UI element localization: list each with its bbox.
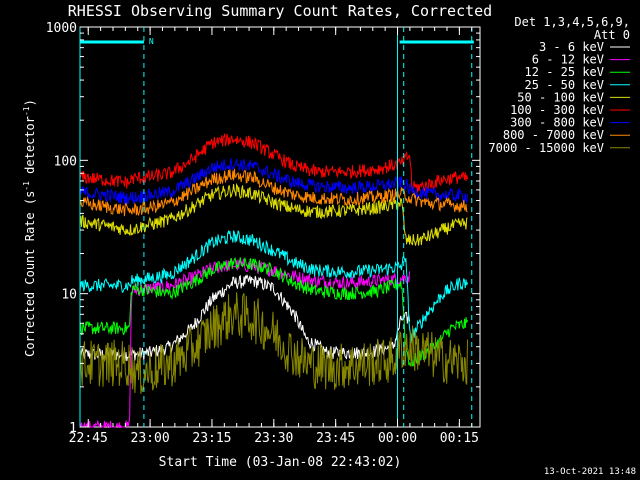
- legend-entry-label: 300 - 800 keV: [510, 116, 604, 130]
- x-tick-label: 23:30: [254, 431, 293, 446]
- series-line: [79, 257, 468, 367]
- series-line: [79, 168, 468, 217]
- legend-entry-label: 7000 - 15000 keV: [488, 141, 604, 155]
- legend-header: Att 0: [594, 28, 630, 42]
- x-tick-label: 23:00: [131, 431, 170, 446]
- timestamp: 13-Oct-2021 13:48: [544, 467, 636, 477]
- legend-entry-label: 3 - 6 keV: [539, 40, 604, 54]
- legend-entry-label: 50 - 100 keV: [517, 90, 604, 104]
- y-axis-label-part: ): [23, 99, 37, 106]
- y-axis-label-sup: -1: [22, 181, 31, 191]
- x-tick-label: 00:00: [378, 431, 417, 446]
- x-tick-label: 23:45: [316, 431, 355, 446]
- series-line: [79, 292, 468, 394]
- chart-title: RHESSI Observing Summary Count Rates, Co…: [68, 2, 492, 20]
- overlay-layer: N: [79, 27, 474, 427]
- y-axis-label: Corrected Count Rate (s-1 detector-1): [22, 99, 37, 357]
- legend-entry-label: 25 - 50 keV: [525, 78, 604, 92]
- legend-entry-label: 800 - 7000 keV: [503, 128, 604, 142]
- y-tick-label: 10: [61, 288, 77, 303]
- y-axis-label-sup: -1: [22, 106, 31, 116]
- y-tick-label: 1000: [46, 21, 77, 36]
- legend-entry-label: 6 - 12 keV: [532, 53, 604, 67]
- y-axis-label-part: Corrected Count Rate (s: [23, 191, 37, 357]
- series-line: [79, 274, 411, 362]
- legend-entry-label: 12 - 25 keV: [525, 65, 604, 79]
- x-tick-label: 22:45: [69, 431, 108, 446]
- series-line: [80, 257, 411, 429]
- x-axis-label: Start Time (03-Jan-08 22:43:02): [159, 455, 402, 470]
- axis-ticks: 22:45 23:00 23:15 23:30 23:45 00:00 00:15 1 10 10…: [46, 21, 480, 446]
- series-line: [79, 182, 468, 246]
- legend-entry-label: 100 - 300 keV: [510, 103, 604, 117]
- segment-flag: N: [149, 37, 154, 46]
- series-line: [79, 229, 468, 344]
- legend-header: Det 1,3,4,5,6,9,: [514, 15, 630, 29]
- y-tick-label: 1: [69, 421, 77, 436]
- data-series-layer: [79, 133, 468, 429]
- x-tick-label: 00:15: [440, 431, 479, 446]
- series-line: [79, 133, 468, 193]
- y-axis-label-part: detector: [23, 116, 37, 181]
- y-tick-label: 100: [54, 154, 77, 169]
- x-tick-label: 23:15: [192, 431, 231, 446]
